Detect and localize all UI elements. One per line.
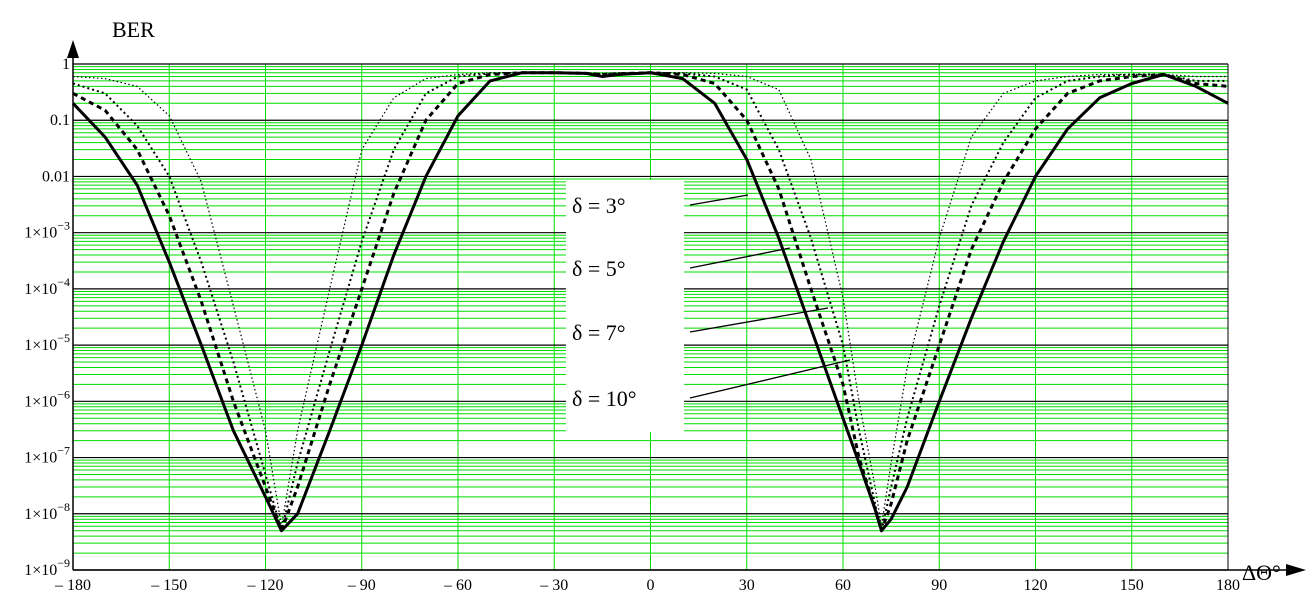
- series-group: [71, 71, 1229, 533]
- y-tick-exponent: −5: [57, 331, 70, 345]
- y-tick-label: 1×10−6: [24, 387, 70, 410]
- y-axis-label: BER: [112, 17, 155, 42]
- x-tick-label: – 60: [443, 577, 472, 594]
- series-line-3: [72, 71, 1228, 532]
- y-tick-label: 0.1: [50, 112, 70, 129]
- tick-labels: – 180 – 150 – 120 – 90 – 60 – 30 0 30 60 90 120 150…: [24, 56, 1240, 594]
- x-tick-label: 60: [835, 577, 851, 594]
- y-tick-label: 1×10−3: [24, 219, 70, 242]
- y-tick-base: 1×10: [24, 393, 57, 410]
- y-tick-label: 1×10−9: [24, 556, 70, 579]
- y-axis-arrow: [67, 40, 79, 58]
- y-tick-base: 1×10: [24, 562, 57, 579]
- x-tick-label: – 30: [539, 577, 568, 594]
- x-tick-label: 30: [739, 577, 755, 594]
- y-tick-label: 1: [62, 56, 70, 73]
- x-tick-label: – 180: [54, 577, 91, 594]
- x-tick-label: – 120: [247, 577, 284, 594]
- y-tick-label: 1×10−5: [24, 331, 70, 354]
- x-tick-label: 90: [931, 577, 947, 594]
- legend-leader-line: [689, 247, 791, 269]
- legend-label-2: δ = 5°: [572, 256, 626, 281]
- y-tick-base: 1×10: [24, 281, 57, 298]
- x-tick-label: 120: [1024, 577, 1048, 594]
- y-tick-label: 1×10−7: [24, 444, 70, 467]
- x-axis-label: ΔΘ°: [1242, 560, 1281, 585]
- x-axis-arrow: [1286, 564, 1306, 576]
- y-tick-base: 1: [62, 56, 70, 73]
- legend-leader-line: [689, 194, 749, 206]
- legend-leader-line: [689, 359, 851, 399]
- x-tick-label: 150: [1120, 577, 1144, 594]
- x-tick-label: 0: [647, 577, 655, 594]
- y-tick-base: 0.1: [50, 112, 70, 129]
- x-tick-label: – 90: [347, 577, 376, 594]
- legend-label-4: δ = 10°: [572, 386, 637, 411]
- y-tick-exponent: −7: [57, 444, 70, 458]
- y-tick-exponent: −4: [57, 275, 70, 289]
- legend-box: [566, 180, 684, 432]
- legend-label-1: δ = 3°: [572, 193, 626, 218]
- y-tick-label: 1×10−8: [24, 500, 70, 523]
- axes: [67, 40, 1306, 576]
- y-tick-label: 0.01: [42, 168, 70, 185]
- legend-leader-line: [689, 307, 829, 333]
- y-tick-base: 1×10: [24, 337, 57, 354]
- x-tick-label: 180: [1216, 577, 1240, 594]
- y-tick-base: 1×10: [24, 506, 57, 523]
- series-line-2: [72, 71, 1229, 533]
- y-tick-exponent: −9: [57, 556, 70, 570]
- y-tick-exponent: −3: [57, 219, 70, 233]
- y-tick-base: 1×10: [24, 450, 57, 467]
- y-tick-base: 0.01: [42, 168, 70, 185]
- legend-label-3: δ = 7°: [572, 320, 626, 345]
- y-tick-base: 1×10: [24, 225, 57, 242]
- y-tick-label: 1×10−4: [24, 275, 70, 298]
- x-tick-label: – 150: [150, 577, 187, 594]
- y-tick-exponent: −8: [57, 500, 70, 514]
- legend: δ = 3° δ = 5° δ = 7° δ = 10°: [566, 180, 851, 432]
- series-line-4: [72, 72, 1228, 527]
- y-tick-exponent: −6: [57, 387, 70, 401]
